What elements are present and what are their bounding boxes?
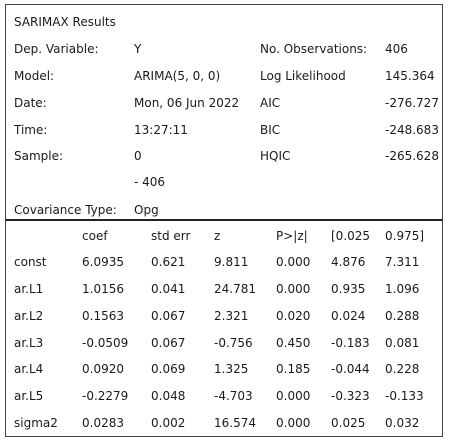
header-std-err: std err <box>151 229 191 243</box>
row-const-term: const <box>14 255 47 269</box>
row-ar-l4-ci-upper: 0.228 <box>385 362 420 376</box>
bic-value: -248.683 <box>385 123 439 137</box>
row-sigma2-p-value: 0.000 <box>276 416 311 430</box>
header-z: z <box>214 229 221 243</box>
row-ar-l1-ci-upper: 1.096 <box>385 282 420 296</box>
row-ar-l5-p-value: 0.000 <box>276 389 311 403</box>
no-observations-value: 406 <box>385 42 408 56</box>
time-label: Time: <box>14 123 48 137</box>
row-ar-l5-ci-upper: -0.133 <box>385 389 424 403</box>
date-value: Mon, 06 Jun 2022 <box>134 96 240 110</box>
row-ar-l4-p-value: 0.185 <box>276 362 311 376</box>
results-table: SARIMAX Results Dep. Variable: Y Model: … <box>5 4 443 437</box>
row-sigma2-std-err: 0.002 <box>151 416 186 430</box>
no-observations-label: No. Observations: <box>260 42 368 56</box>
row-ar-l3-ci-upper: 0.081 <box>385 336 420 350</box>
row-ar-l1-p-value: 0.000 <box>276 282 311 296</box>
row-ar-l4-coef: 0.0920 <box>82 362 124 376</box>
row-ar-l5-ci-lower: -0.323 <box>331 389 370 403</box>
row-ar-l3-term: ar.L3 <box>14 336 44 350</box>
hqic-label: HQIC <box>260 149 291 163</box>
row-const-z: 9.811 <box>214 255 249 269</box>
row-ar-l3-z: -0.756 <box>214 336 253 350</box>
row-ar-l5-z: -4.703 <box>214 389 253 403</box>
section-divider <box>6 219 442 221</box>
row-ar-l5-term: ar.L5 <box>14 389 44 403</box>
row-const-std-err: 0.621 <box>151 255 186 269</box>
row-sigma2-ci-upper: 0.032 <box>385 416 420 430</box>
results-title: SARIMAX Results <box>14 15 116 29</box>
row-ar-l2-z: 2.321 <box>214 309 249 323</box>
header-coef: coef <box>82 229 108 243</box>
row-ar-l2-term: ar.L2 <box>14 309 44 323</box>
row-ar-l4-std-err: 0.069 <box>151 362 186 376</box>
model-value: ARIMA(5, 0, 0) <box>134 69 221 83</box>
row-ar-l1-coef: 1.0156 <box>82 282 124 296</box>
log-likelihood-label: Log Likelihood <box>260 69 346 83</box>
row-const-ci-upper: 7.311 <box>385 255 420 269</box>
row-ar-l4-term: ar.L4 <box>14 362 44 376</box>
row-ar-l1-z: 24.781 <box>214 282 256 296</box>
model-label: Model: <box>14 69 55 83</box>
date-label: Date: <box>14 96 47 110</box>
covariance-type-label: Covariance Type: <box>14 203 117 217</box>
row-const-p-value: 0.000 <box>276 255 311 269</box>
dep-variable-value: Y <box>134 42 142 56</box>
header-ci-lower: [0.025 <box>331 229 371 243</box>
row-ar-l3-std-err: 0.067 <box>151 336 186 350</box>
aic-label: AIC <box>260 96 281 110</box>
time-value: 13:27:11 <box>134 123 188 137</box>
row-ar-l2-p-value: 0.020 <box>276 309 311 323</box>
row-ar-l3-ci-lower: -0.183 <box>331 336 370 350</box>
covariance-type-value: Opg <box>134 203 159 217</box>
row-ar-l2-std-err: 0.067 <box>151 309 186 323</box>
log-likelihood-value: 145.364 <box>385 69 435 83</box>
row-sigma2-coef: 0.0283 <box>82 416 124 430</box>
row-sigma2-term: sigma2 <box>14 416 58 430</box>
row-ar-l3-p-value: 0.450 <box>276 336 311 350</box>
row-ar-l2-ci-upper: 0.288 <box>385 309 420 323</box>
row-ar-l5-std-err: 0.048 <box>151 389 186 403</box>
sample-value-continued: - 406 <box>134 175 166 189</box>
row-ar-l3-coef: -0.0509 <box>82 336 129 350</box>
row-ar-l2-coef: 0.1563 <box>82 309 124 323</box>
row-ar-l1-ci-lower: 0.935 <box>331 282 366 296</box>
row-ar-l5-coef: -0.2279 <box>82 389 129 403</box>
row-sigma2-z: 16.574 <box>214 416 256 430</box>
row-ar-l2-ci-lower: 0.024 <box>331 309 366 323</box>
sample-value: 0 <box>134 149 142 163</box>
row-const-ci-lower: 4.876 <box>331 255 366 269</box>
aic-value: -276.727 <box>385 96 439 110</box>
row-ar-l4-ci-lower: -0.044 <box>331 362 370 376</box>
header-p-value: P>|z| <box>276 229 308 243</box>
header-ci-upper: 0.975] <box>385 229 425 243</box>
row-ar-l1-std-err: 0.041 <box>151 282 186 296</box>
row-const-coef: 6.0935 <box>82 255 124 269</box>
row-ar-l4-z: 1.325 <box>214 362 249 376</box>
row-ar-l1-term: ar.L1 <box>14 282 44 296</box>
sample-label: Sample: <box>14 149 64 163</box>
dep-variable-label: Dep. Variable: <box>14 42 99 56</box>
row-sigma2-ci-lower: 0.025 <box>331 416 366 430</box>
bic-label: BIC <box>260 123 281 137</box>
hqic-value: -265.628 <box>385 149 439 163</box>
